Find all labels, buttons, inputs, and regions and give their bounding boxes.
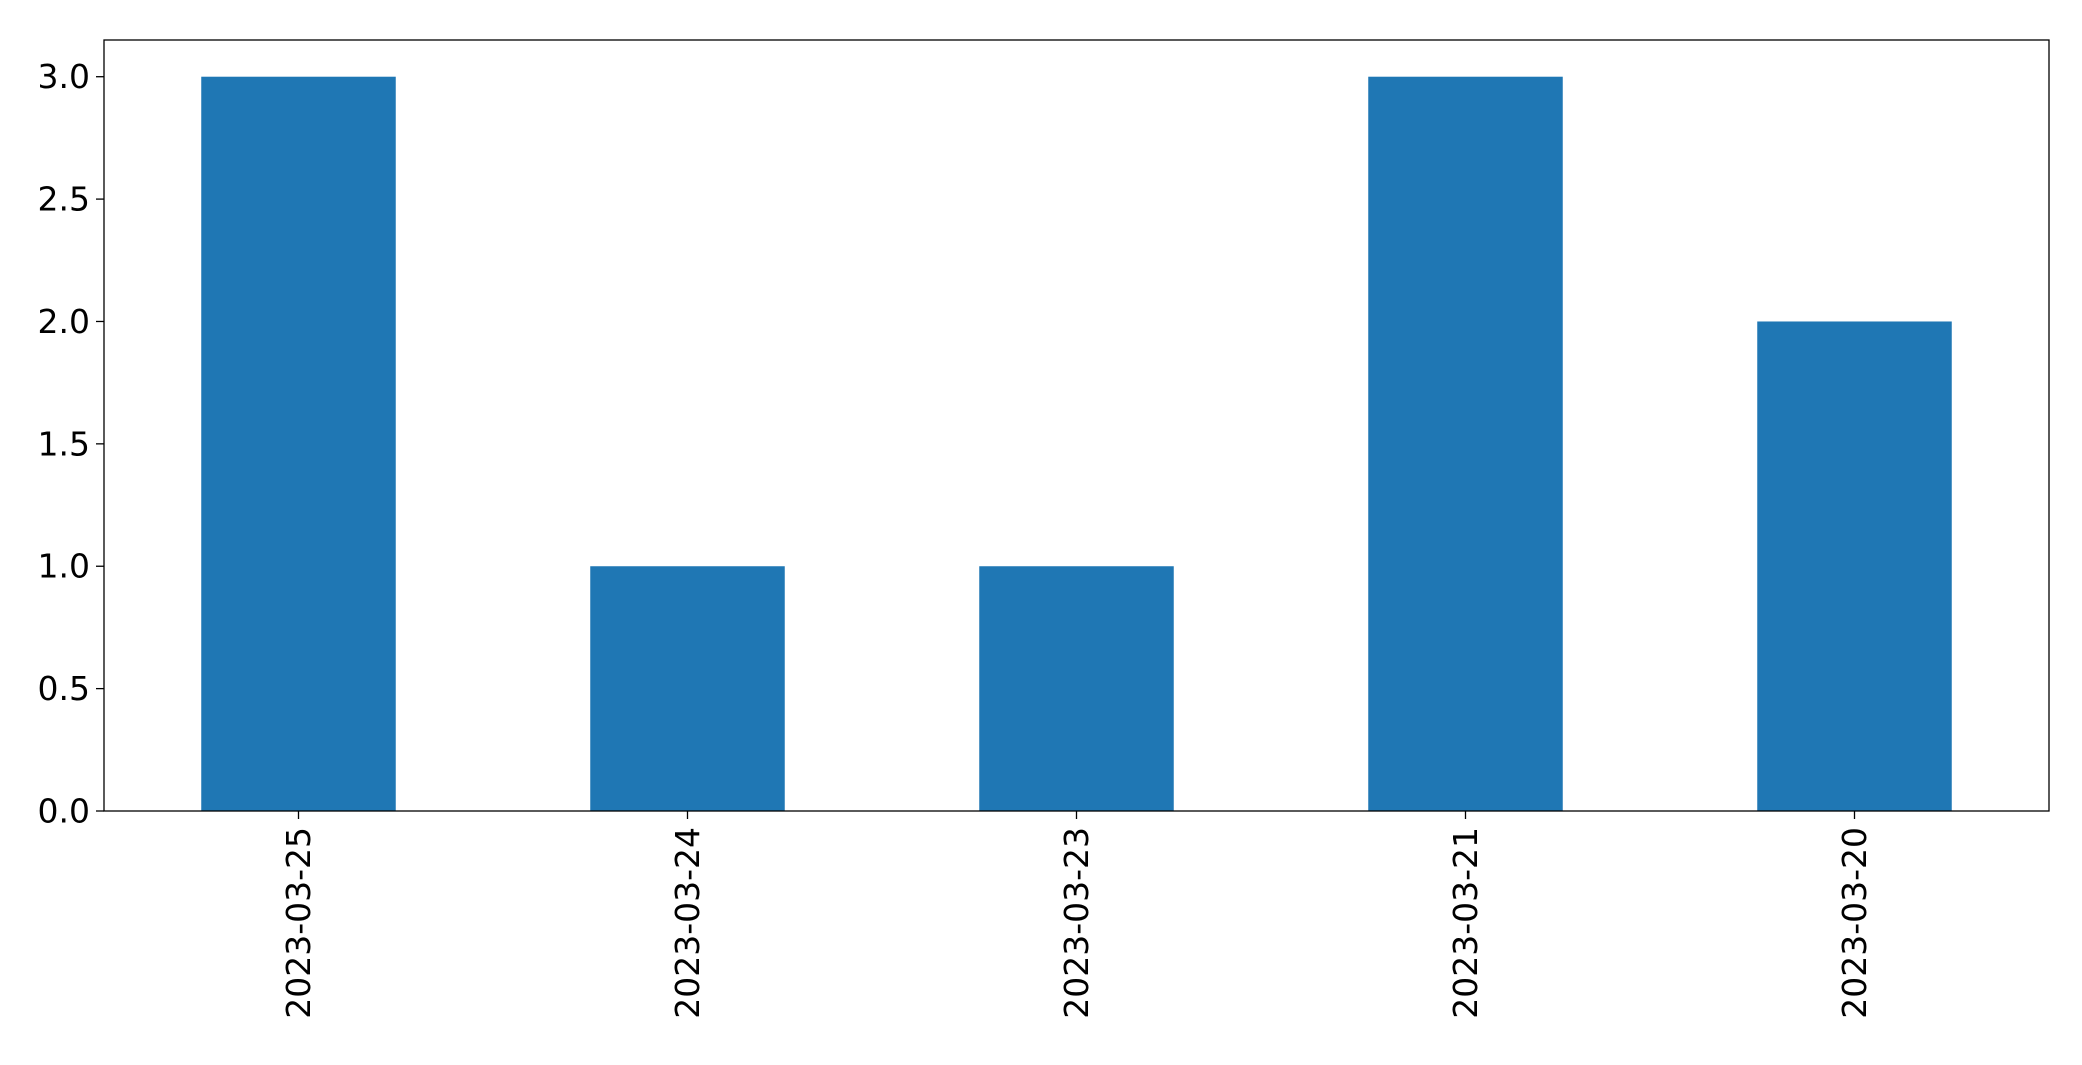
bar-2023-03-23 — [979, 566, 1174, 811]
bars-layer — [201, 76, 1952, 811]
x-tick-label: 2023-03-23 — [1057, 827, 1096, 1019]
y-axis-ticks: 0.0 0.5 1.0 1.5 2.0 2.5 3.0 — [38, 57, 104, 831]
x-tick-label: 2023-03-24 — [668, 827, 707, 1019]
y-tick-label: 0.5 — [38, 669, 90, 708]
y-tick-label: 2.5 — [38, 180, 90, 219]
bar-2023-03-20 — [1757, 321, 1952, 811]
x-tick-label: 2023-03-20 — [1835, 827, 1874, 1019]
bar-2023-03-25 — [201, 76, 396, 811]
x-tick-label: 2023-03-21 — [1446, 827, 1485, 1019]
x-tick-label: 2023-03-25 — [279, 827, 318, 1019]
y-tick-label: 3.0 — [38, 57, 90, 96]
y-tick-label: 0.0 — [38, 792, 90, 831]
x-axis-ticks: 2023-03-25 2023-03-24 2023-03-23 2023-03-21… — [279, 811, 1874, 1019]
bar-2023-03-24 — [590, 566, 785, 811]
y-tick-label: 1.5 — [38, 424, 90, 463]
y-tick-label: 2.0 — [38, 302, 90, 341]
y-tick-label: 1.0 — [38, 547, 90, 586]
bar-2023-03-21 — [1368, 76, 1563, 811]
